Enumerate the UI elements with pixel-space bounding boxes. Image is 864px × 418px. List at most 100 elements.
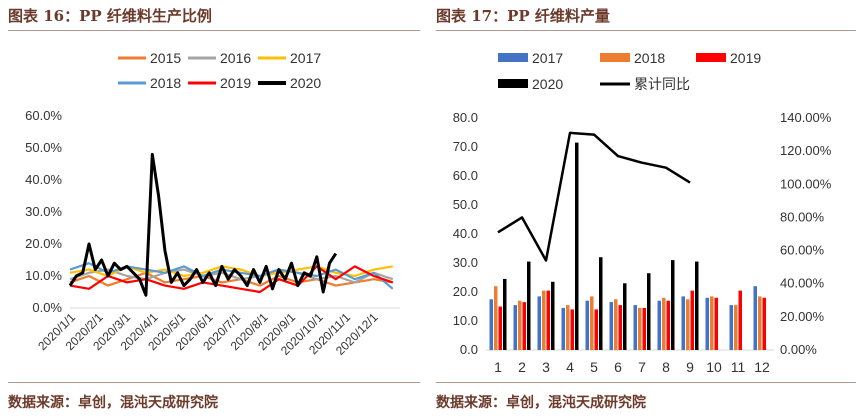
- right-title-rule: [436, 30, 856, 31]
- bar-2020: [671, 260, 675, 350]
- legend-label: 2019: [730, 50, 761, 66]
- bar-2018: [518, 300, 522, 350]
- legend-label: 2017: [290, 50, 321, 66]
- left-source: 数据来源：卓创，混沌天成研究院: [8, 395, 218, 411]
- legend-label: 2018: [634, 50, 665, 66]
- bar-2018: [638, 307, 642, 350]
- bar-2020: [503, 278, 507, 350]
- legend-label: 累计同比: [634, 76, 690, 92]
- x-tick-label: 10: [706, 359, 722, 375]
- legend-label: 2015: [150, 50, 181, 66]
- y-tick-label: 50.0: [453, 197, 478, 212]
- legend-label: 2020: [290, 75, 321, 91]
- legend-label: 2020: [532, 76, 563, 92]
- right-source-rule: [436, 382, 856, 383]
- y2-tick-label: 100.00%: [780, 176, 832, 191]
- y2-tick-label: 80.00%: [780, 209, 825, 224]
- bar-2018: [590, 296, 594, 350]
- bar-2018: [710, 296, 714, 350]
- x-tick-label: 2: [518, 359, 526, 375]
- legend-label: 2019: [220, 75, 251, 91]
- y-tick-label: 60.0%: [25, 108, 62, 123]
- left-source-rule: [8, 382, 420, 383]
- bar-2018: [758, 296, 762, 350]
- y2-tick-label: 120.00%: [780, 143, 832, 158]
- y-tick-label: 80.0: [453, 110, 478, 125]
- bar-2017: [537, 296, 541, 350]
- bar-2019: [594, 309, 598, 350]
- y2-tick-label: 140.00%: [780, 110, 832, 125]
- legend-label: 2017: [532, 50, 563, 66]
- y-tick-label: 40.0: [453, 226, 478, 241]
- y2-tick-label: 40.00%: [780, 276, 825, 291]
- bar-2018: [662, 297, 666, 350]
- bar-2020: [599, 257, 603, 350]
- bar-2020: [695, 261, 699, 350]
- bar-2019: [522, 302, 526, 350]
- x-tick-label: 8: [662, 359, 670, 375]
- y2-tick-label: 60.00%: [780, 243, 825, 258]
- x-tick-label: 9: [686, 359, 694, 375]
- bar-2018: [542, 290, 546, 350]
- bar-2020: [551, 281, 555, 350]
- bar-2017: [513, 305, 517, 350]
- bar-2018: [614, 299, 618, 351]
- x-tick-label: 11: [731, 359, 746, 375]
- series-line-2020: [68, 152, 338, 297]
- bar-2019: [642, 307, 646, 350]
- bar-2019: [546, 290, 550, 350]
- y-tick-label: 70.0: [453, 139, 478, 154]
- bar-2017: [633, 305, 637, 350]
- bar-2020: [647, 273, 651, 350]
- y-tick-label: 50.0%: [25, 140, 62, 155]
- y-tick-label: 40.0%: [25, 172, 62, 187]
- right-chart-title: 图表 17：PP 纤维料产量: [436, 7, 610, 25]
- legend-swatch: [600, 53, 630, 62]
- bar-2017: [585, 300, 589, 350]
- bar-2019: [618, 305, 622, 350]
- x-tick-label: 5: [590, 359, 598, 375]
- bar-2019: [498, 306, 502, 350]
- left-chart: 2015 2016 2017 2018 2019 2020 0.0% 10.0% 20.0% 30…: [25, 50, 400, 358]
- y-tick-label: 30.0%: [25, 204, 62, 219]
- bar-2020: [623, 283, 627, 350]
- bar-2017: [657, 300, 661, 350]
- y-tick-label: 20.0: [453, 284, 478, 299]
- bar-2018: [686, 299, 690, 351]
- left-title-rule: [8, 30, 420, 31]
- bar-2019: [762, 297, 766, 350]
- x-tick-label: 12: [754, 359, 770, 375]
- x-tick-label: 6: [614, 359, 622, 375]
- x-tick-label: 1: [494, 359, 502, 375]
- bar-2019: [570, 309, 574, 350]
- right-source: 数据来源：卓创，混沌天成研究院: [436, 395, 646, 411]
- x-tick-label: 7: [638, 359, 646, 375]
- legend-label: 2016: [220, 50, 251, 66]
- y-tick-label: 10.0%: [25, 268, 62, 283]
- bar-2019: [690, 290, 694, 350]
- y2-tick-label: 20.00%: [780, 309, 825, 324]
- y-tick-label: 30.0: [453, 255, 478, 270]
- y-tick-label: 60.0: [453, 168, 478, 183]
- bar-2017: [753, 286, 757, 350]
- bar-2017: [729, 305, 733, 350]
- bar-2017: [609, 302, 613, 350]
- bar-2019: [666, 300, 670, 350]
- bar-2019: [714, 297, 718, 350]
- x-tick-label: 3: [542, 359, 550, 375]
- y2-tick-label: 0.00%: [780, 342, 817, 357]
- bar-2018: [734, 305, 738, 350]
- y-tick-label: 0.0%: [32, 300, 62, 315]
- bar-2017: [705, 297, 709, 350]
- bar-2020: [575, 142, 579, 350]
- bar-2018: [566, 305, 570, 350]
- bar-2017: [561, 307, 565, 350]
- legend-swatch: [498, 53, 528, 62]
- right-chart: 2017 2018 2019 2020 累计同比 0.0 10.0 20.0 30.0 40.0 5…: [453, 50, 832, 375]
- bar-2017: [681, 296, 685, 350]
- legend-swatch: [498, 79, 528, 88]
- left-chart-title: 图表 16：PP 纤维料生产比例: [8, 7, 212, 25]
- legend-label: 2018: [150, 75, 181, 91]
- cumulative-yoy-line: [497, 131, 691, 262]
- bar-2019: [738, 290, 742, 350]
